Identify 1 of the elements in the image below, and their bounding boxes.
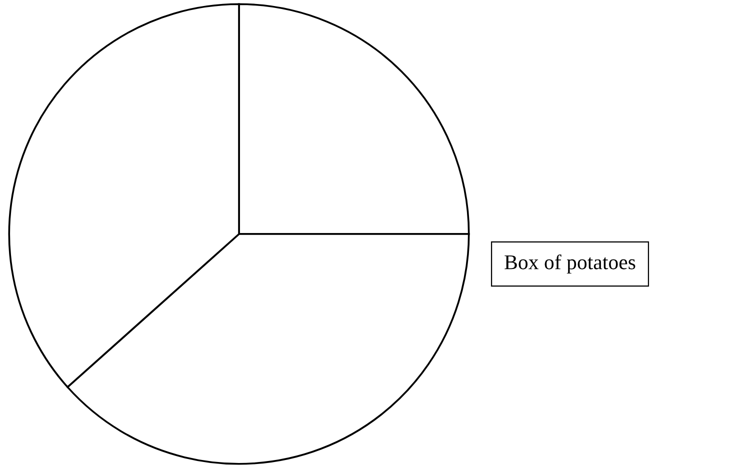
text: Box of potatoes <box>504 254 636 274</box>
